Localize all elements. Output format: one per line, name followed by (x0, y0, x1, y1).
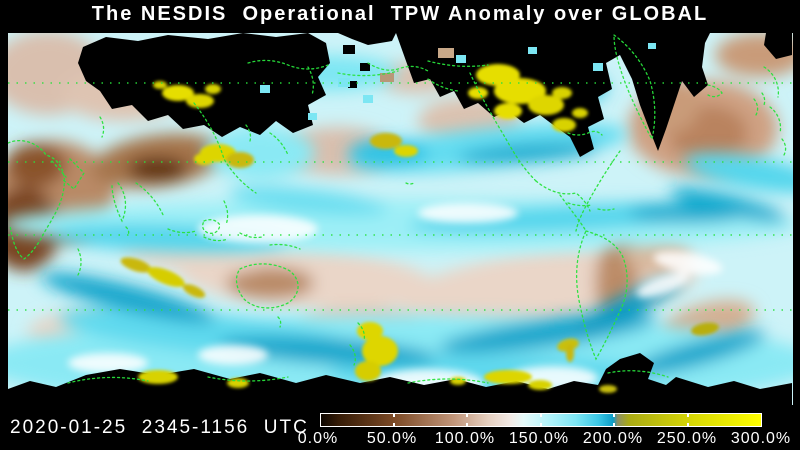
colorbar-tick (540, 423, 542, 426)
colorbar-tick (393, 414, 395, 417)
colorbar-label-50: 50.0% (366, 430, 418, 447)
global-tpw-anomaly-map (8, 33, 793, 405)
colorbar-tick (613, 414, 615, 417)
colorbar-tick (466, 423, 468, 426)
timestamp-label: 2020-01-25 2345-1156 UTC (10, 417, 309, 438)
scattered-pixels (260, 43, 656, 120)
colorbar-label-100: 100.0% (434, 430, 496, 447)
colorbar-tick (687, 414, 689, 417)
anomaly-colorbar (320, 413, 762, 427)
map-canvas (8, 33, 793, 405)
colorbar-tick (540, 414, 542, 417)
colorbar-label-200: 200.0% (582, 430, 644, 447)
colorbar-label-150: 150.0% (508, 430, 570, 447)
colorbar-tick (687, 423, 689, 426)
colorbar-labels: 0.0% 50.0% 100.0% 150.0% 200.0% 250.0% 3… (0, 430, 800, 448)
colorbar-label-300: 300.0% (730, 430, 792, 447)
page-title: The NESDIS Operational TPW Anomaly over … (91, 3, 709, 25)
coastlines (8, 34, 787, 384)
colorbar-label-250: 250.0% (656, 430, 718, 447)
latitude-gridlines (8, 82, 793, 311)
colorbar-tick (613, 423, 615, 426)
extreme-anomaly-patches (120, 64, 719, 393)
colorbar-label-0: 0.0% (297, 430, 339, 447)
colorbar-tick (393, 423, 395, 426)
colorbar-tick (466, 414, 468, 417)
